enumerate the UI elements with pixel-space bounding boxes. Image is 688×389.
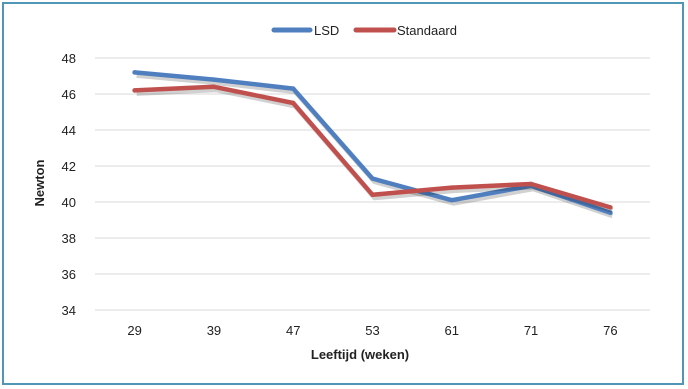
series-lines bbox=[132, 70, 614, 219]
data-point-standaard bbox=[291, 100, 296, 106]
legend-label-standaard: Standaard bbox=[397, 23, 457, 38]
x-tick-label: 29 bbox=[127, 323, 141, 338]
data-point-lsd bbox=[132, 70, 137, 75]
legend-label-lsd: LSD bbox=[314, 23, 339, 38]
y-tick-label: 48 bbox=[62, 51, 76, 66]
x-tick-label: 71 bbox=[524, 323, 538, 338]
x-tick-label: 76 bbox=[603, 323, 617, 338]
data-point-lsd bbox=[211, 77, 217, 82]
data-point-lsd bbox=[608, 210, 613, 215]
data-point-standaard bbox=[211, 84, 217, 90]
x-tick-label: 61 bbox=[445, 323, 459, 338]
y-tick-label: 36 bbox=[62, 267, 76, 282]
data-point-standaard bbox=[449, 185, 454, 190]
y-tick-label: 34 bbox=[62, 303, 76, 318]
y-tick-label: 42 bbox=[62, 159, 76, 174]
series-line-shadow bbox=[136, 87, 614, 213]
data-point-lsd bbox=[449, 198, 454, 203]
gridlines bbox=[95, 57, 650, 311]
data-point-standaard bbox=[528, 181, 534, 187]
x-tick-label: 47 bbox=[286, 323, 300, 338]
data-point-standaard bbox=[132, 88, 137, 93]
legend: LSD Standaard bbox=[271, 23, 457, 38]
y-axis-title: Newton bbox=[32, 159, 47, 206]
y-tick-labels: 34 36 38 40 42 44 46 48 bbox=[62, 51, 76, 318]
data-point-lsd bbox=[370, 176, 375, 181]
data-point-lsd bbox=[291, 86, 296, 91]
data-point-standaard bbox=[608, 205, 613, 210]
y-tick-label: 38 bbox=[62, 231, 76, 246]
x-tick-label: 53 bbox=[365, 323, 379, 338]
y-tick-label: 40 bbox=[62, 195, 76, 210]
x-tick-labels: 29 39 47 53 61 71 76 bbox=[127, 323, 617, 338]
x-axis-title: Leeftijd (weken) bbox=[311, 347, 409, 362]
y-tick-label: 46 bbox=[62, 87, 76, 102]
data-point-standaard bbox=[370, 192, 375, 197]
y-tick-label: 44 bbox=[62, 123, 76, 138]
x-tick-label: 39 bbox=[207, 323, 221, 338]
